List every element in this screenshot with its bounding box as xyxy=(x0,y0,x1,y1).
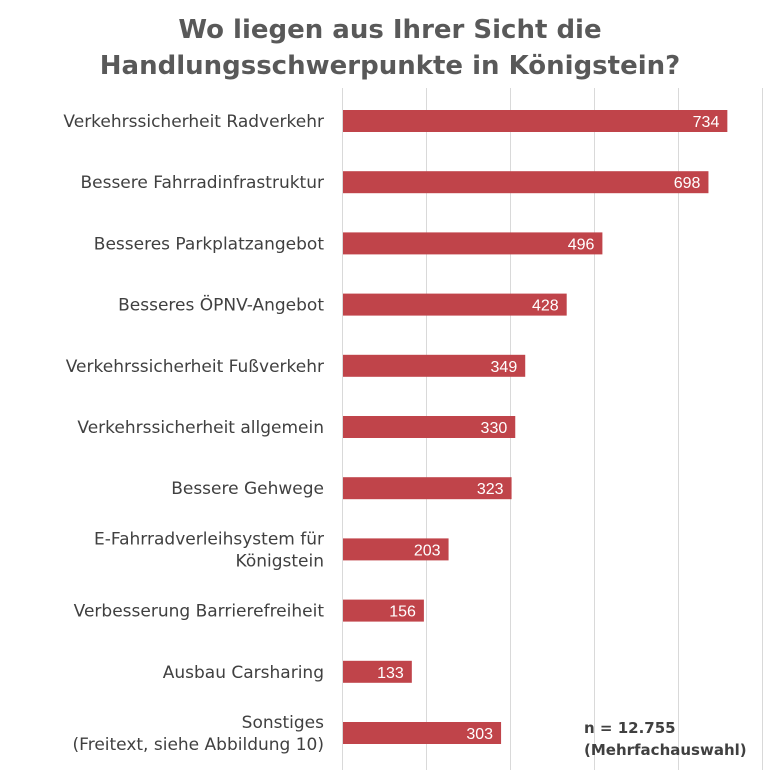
bar xyxy=(343,722,502,744)
category-label-line: Ausbau Carsharing xyxy=(163,663,324,683)
sample-size-line: n = 12.755 xyxy=(584,719,676,737)
multiple-choice-line: (Mehrfachauswahl) xyxy=(584,741,747,759)
data-label: 698 xyxy=(674,175,701,192)
data-label: 349 xyxy=(491,359,518,376)
category-label-line: Bessere Gehwege xyxy=(171,479,324,499)
category-label-line: E-Fahrradverleihsystem für xyxy=(94,529,324,549)
bar xyxy=(343,538,449,561)
category-label-line: (Freitext, siehe Abbildung 10) xyxy=(73,735,324,755)
category-label: Verkehrssicherheit allgemein xyxy=(77,418,324,438)
category-label: Bessere Gehwege xyxy=(171,479,324,499)
chart-title-line-2: Handlungsschwerpunkte in Königstein? xyxy=(99,51,681,81)
category-label-line: Besseres Parkplatzangebot xyxy=(94,234,325,254)
category-label-line: Verbesserung Barrierefreiheit xyxy=(74,602,325,622)
category-label: E-Fahrradverleihsystem für Königstein xyxy=(94,529,324,571)
bar xyxy=(343,416,516,438)
data-label: 734 xyxy=(693,114,720,131)
category-label-line: Besseres ÖPNV-Angebot xyxy=(118,294,324,316)
data-label: 496 xyxy=(568,236,595,253)
data-label: 203 xyxy=(414,542,441,559)
category-label-line: Königstein xyxy=(236,551,324,571)
chart-title: Wo liegen aus Ihrer Sicht die Handlungss… xyxy=(0,12,780,84)
category-label: Bessere Fahrradinfrastruktur xyxy=(80,173,324,193)
sample-size-note: n = 12.755 (Mehrfachauswahl) xyxy=(584,717,747,761)
bar xyxy=(343,660,412,683)
bar xyxy=(343,599,424,622)
chart-title-line-1: Wo liegen aus Ihrer Sicht die xyxy=(178,15,602,45)
category-label-line: Bessere Fahrradinfrastruktur xyxy=(80,173,324,193)
category-label: Ausbau Carsharing xyxy=(163,663,324,683)
category-label-line: Verkehrssicherheit Fußverkehr xyxy=(66,357,324,377)
category-label: Verbesserung Barrierefreiheit xyxy=(74,602,325,622)
category-label: Besseres ÖPNV-Angebot xyxy=(118,294,324,316)
bar xyxy=(343,232,603,255)
bar xyxy=(343,171,709,194)
data-label: 330 xyxy=(481,420,508,437)
bar xyxy=(343,293,567,316)
category-label: Verkehrssicherheit Fußverkehr xyxy=(66,357,324,377)
category-label-line: Verkehrssicherheit allgemein xyxy=(77,418,324,438)
category-label: Sonstiges (Freitext, siehe Abbildung 10) xyxy=(73,713,325,755)
category-label-line: Sonstiges xyxy=(242,713,324,733)
data-label: 303 xyxy=(466,726,493,743)
data-label: 323 xyxy=(477,481,504,498)
category-label-line: Verkehrssicherheit Radverkehr xyxy=(63,112,324,132)
data-label: 133 xyxy=(377,665,404,682)
data-label: 428 xyxy=(532,298,559,315)
bar xyxy=(343,477,512,500)
category-label: Verkehrssicherheit Radverkehr xyxy=(63,112,324,132)
category-label: Besseres Parkplatzangebot xyxy=(94,234,325,254)
data-label: 156 xyxy=(389,604,416,621)
bar xyxy=(343,110,728,132)
bar xyxy=(343,354,526,377)
